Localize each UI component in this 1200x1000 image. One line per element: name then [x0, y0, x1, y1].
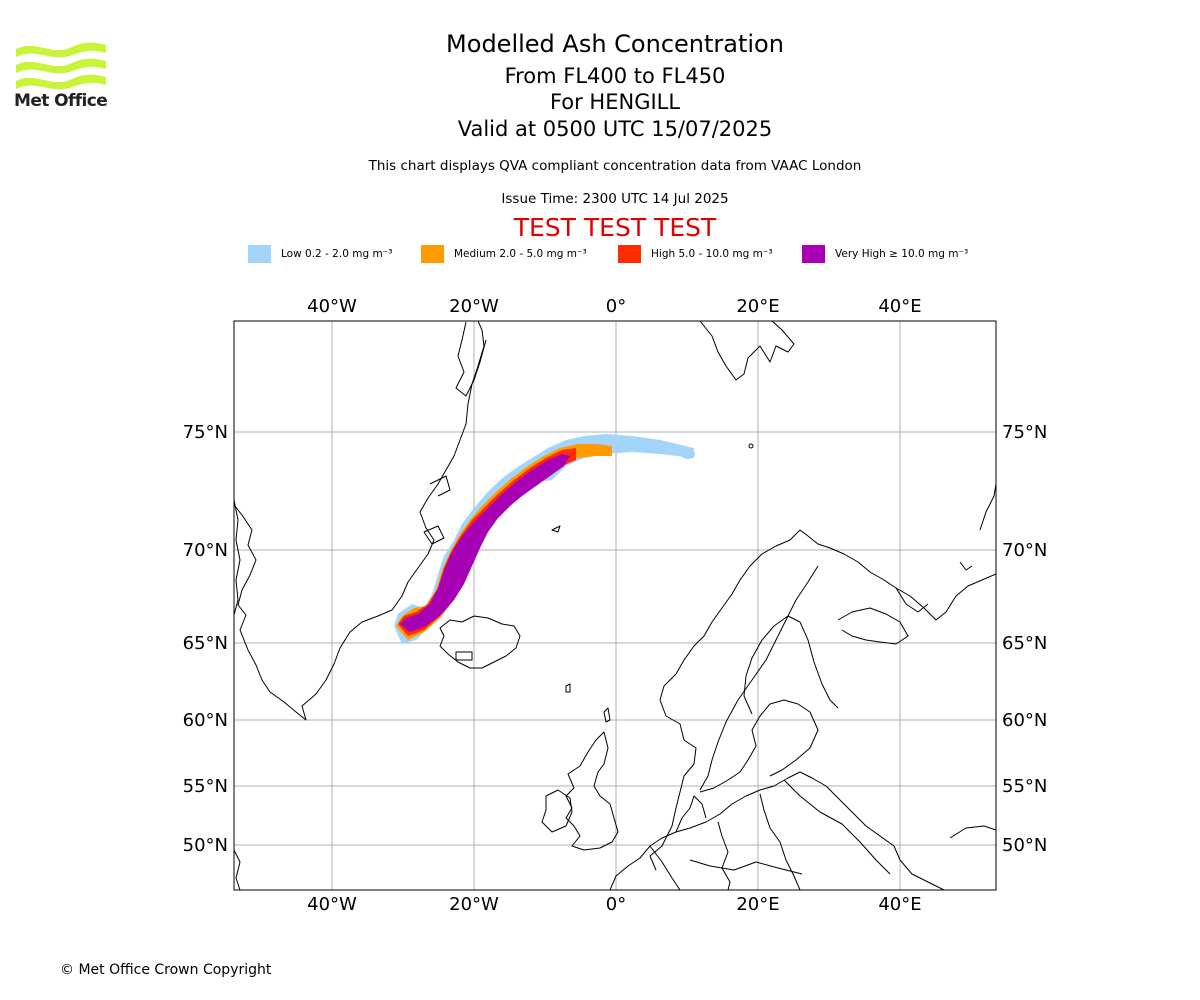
lon-label-top: 40°E: [878, 296, 921, 317]
greenland-fjord-a: [423, 525, 445, 545]
lat-label-left: 50°N: [183, 835, 228, 856]
legend: Low 0.2 - 2.0 mg m⁻³ Medium 2.0 - 5.0 mg…: [0, 244, 1200, 264]
europe-borders-a: [717, 821, 731, 890]
baltic-coast: [699, 699, 819, 793]
europe-coast: [609, 771, 945, 890]
legend-item-high: High 5.0 - 10.0 mg m⁻³: [618, 244, 773, 264]
lon-label-top: 0°: [606, 296, 626, 317]
jan-mayen-small: [551, 525, 561, 533]
gulf-of-bothnia: [743, 615, 839, 715]
lat-label-right: 75°N: [1002, 422, 1047, 443]
lon-label-bottom: 20°E: [736, 894, 779, 915]
chart-title: Modelled Ash Concentration: [446, 30, 784, 58]
legend-label-low: Low 0.2 - 2.0 mg m⁻³: [281, 248, 393, 260]
graticule: [234, 321, 996, 890]
northern-islands: [959, 561, 973, 571]
novaya-zemlya: [979, 483, 996, 531]
lat-label-right: 55°N: [1002, 776, 1047, 797]
longitude-labels-bottom: 40°W 20°W 0° 20°E 40°E: [307, 894, 921, 915]
volcano-name: For HENGILL: [549, 90, 681, 114]
denmark-coast: [675, 795, 707, 833]
legend-swatch-medium: [421, 245, 444, 263]
shetland-islands: [603, 707, 611, 723]
jan-mayen: [748, 443, 754, 449]
met-office-logo: [16, 42, 106, 90]
legend-item-low: Low 0.2 - 2.0 mg m⁻³: [248, 244, 392, 264]
black-sea-coast: [949, 825, 996, 839]
kola-peninsula: [837, 607, 909, 645]
lat-label-right: 60°N: [1002, 710, 1047, 731]
ash-plume: [394, 434, 695, 644]
europe-borders-c: [783, 779, 891, 875]
latitude-labels-left: 75°N 70°N 65°N 60°N 55°N 50°N: [183, 422, 228, 856]
europe-borders-e: [649, 845, 681, 890]
issue-time: Issue Time: 2300 UTC 14 Jul 2025: [501, 191, 729, 207]
legend-swatch-low: [248, 245, 271, 263]
coastlines: [234, 321, 996, 890]
lon-label-top: 40°W: [307, 296, 357, 317]
lat-label-right: 50°N: [1002, 835, 1047, 856]
longitude-labels-top: 40°W 20°W 0° 20°E 40°E: [307, 296, 921, 317]
flight-level-range: From FL400 to FL450: [504, 64, 726, 88]
greenland-south-tip: [234, 849, 241, 890]
lat-label-left: 65°N: [183, 633, 228, 654]
great-britain-coast: [565, 731, 619, 851]
legend-label-high: High 5.0 - 10.0 mg m⁻³: [651, 248, 773, 260]
legend-label-medium: Medium 2.0 - 5.0 mg m⁻³: [454, 248, 587, 260]
legend-label-very-high: Very High ≥ 10.0 mg m⁻³: [835, 248, 969, 260]
iceland-lake: [455, 651, 473, 661]
lon-label-top: 20°E: [736, 296, 779, 317]
legend-item-medium: Medium 2.0 - 5.0 mg m⁻³: [421, 244, 587, 264]
greenland-fjord-b: [429, 475, 451, 497]
lon-label-bottom: 40°W: [307, 894, 357, 915]
latitude-labels-right: 75°N 70°N 65°N 60°N 55°N 50°N: [1002, 422, 1047, 856]
lat-label-left: 75°N: [183, 422, 228, 443]
greenland-coast-inner: [455, 321, 487, 397]
iceland-coast: [439, 615, 521, 669]
valid-time: Valid at 0500 UTC 15/07/2025: [457, 117, 773, 141]
met-office-wordmark: Met Office: [14, 91, 108, 111]
ash-low-patch-mid: [636, 438, 644, 450]
faroe-islands: [565, 683, 571, 693]
lat-label-right: 70°N: [1002, 540, 1047, 561]
lon-label-bottom: 0°: [606, 894, 626, 915]
lon-label-bottom: 40°E: [878, 894, 921, 915]
lat-label-right: 65°N: [1002, 633, 1047, 654]
ash-low-patch-east: [681, 449, 695, 459]
greenland-coast: [234, 321, 485, 721]
norway-coast: [649, 529, 929, 871]
copyright-notice: © Met Office Crown Copyright: [60, 962, 272, 978]
ireland-coast: [541, 789, 573, 833]
sweden-finland-border: [699, 565, 819, 791]
test-banner: TEST TEST TEST: [513, 213, 717, 242]
lon-label-top: 20°W: [449, 296, 499, 317]
map-frame-content: [234, 321, 996, 890]
map-frame: [233, 320, 997, 891]
white-sea-coast: [895, 573, 996, 621]
lat-label-left: 60°N: [183, 710, 228, 731]
compliance-note: This chart displays QVA compliant concen…: [368, 158, 862, 174]
svalbard-coast: [699, 321, 795, 381]
lon-label-bottom: 20°W: [449, 894, 499, 915]
lat-label-left: 55°N: [183, 776, 228, 797]
greenland-west-coast: [234, 499, 241, 616]
legend-item-very-high: Very High ≥ 10.0 mg m⁻³: [802, 244, 968, 264]
legend-swatch-high: [618, 245, 641, 263]
ash-very-high: [400, 454, 570, 632]
europe-borders-d: [689, 859, 803, 875]
legend-swatch-very-high: [802, 245, 825, 263]
europe-borders-b: [759, 793, 801, 890]
lat-label-left: 70°N: [183, 540, 228, 561]
